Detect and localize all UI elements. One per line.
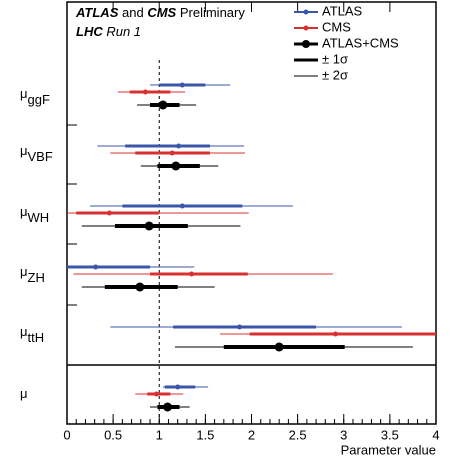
- point: [171, 161, 181, 171]
- subtitle-part: Run 1: [106, 24, 141, 39]
- subtitle: LHC Run 1: [76, 24, 141, 39]
- point: [158, 100, 168, 110]
- chart-title: ATLAS and CMS Preliminary: [75, 5, 245, 20]
- point: [332, 331, 338, 337]
- legend-marker: [303, 25, 309, 31]
- legend-marker: [302, 40, 310, 48]
- point: [179, 82, 185, 88]
- row-label: μ: [20, 386, 28, 401]
- row-subscript: ttH: [28, 330, 45, 345]
- row-symbol: μ: [20, 264, 28, 279]
- point: [175, 384, 181, 390]
- row-label: μZH: [20, 264, 45, 285]
- row-symbol: μ: [20, 204, 28, 219]
- x-tick-label: 0.5: [104, 427, 122, 442]
- point: [93, 264, 99, 270]
- row-subscript: ggF: [28, 92, 50, 107]
- point: [189, 271, 195, 277]
- row-symbol: μ: [20, 86, 28, 101]
- legend-label: ± 2σ: [322, 67, 348, 82]
- legend-marker: [303, 9, 309, 15]
- row-subscript: ZH: [28, 270, 45, 285]
- point: [163, 402, 173, 412]
- x-axis-label: Parameter value: [341, 442, 436, 457]
- row-symbol: μ: [20, 324, 28, 339]
- subtitle-part: LHC: [76, 24, 103, 39]
- row-subscript: WH: [28, 210, 50, 225]
- x-tick-label: 2: [248, 427, 255, 442]
- row-label: μWH: [20, 204, 49, 225]
- point: [237, 324, 243, 330]
- point: [142, 89, 148, 95]
- x-tick-label: 2.5: [289, 427, 307, 442]
- point: [153, 391, 159, 397]
- row-label: μVBF: [20, 143, 53, 164]
- x-tick-label: 4: [432, 427, 439, 442]
- row-ticks: [67, 124, 77, 306]
- point: [135, 282, 145, 292]
- x-tick-label: 1: [156, 427, 163, 442]
- title-part: ATLAS: [75, 5, 119, 20]
- point: [176, 143, 182, 149]
- row-symbol: μ: [20, 386, 28, 401]
- legend-label: ± 1σ: [322, 51, 348, 66]
- x-tick-label: 1.5: [196, 427, 214, 442]
- row-label: μttH: [20, 324, 44, 345]
- legend-label: ATLAS: [322, 3, 363, 18]
- point: [106, 210, 112, 216]
- point: [179, 203, 185, 209]
- legend-label: ATLAS+CMS: [322, 35, 399, 50]
- row-symbol: μ: [20, 143, 28, 158]
- x-tick-label: 3.5: [381, 427, 399, 442]
- row-subscript: VBF: [28, 149, 53, 164]
- point: [274, 342, 284, 352]
- title-part: Preliminary: [180, 5, 246, 20]
- point: [169, 150, 175, 156]
- row-label: μggF: [20, 86, 50, 107]
- point: [144, 221, 154, 231]
- title-part: and: [122, 5, 144, 20]
- x-tick-label: 3: [340, 427, 347, 442]
- legend-label: CMS: [322, 19, 351, 34]
- title-part: CMS: [147, 5, 176, 20]
- x-tick-label: 0: [63, 427, 70, 442]
